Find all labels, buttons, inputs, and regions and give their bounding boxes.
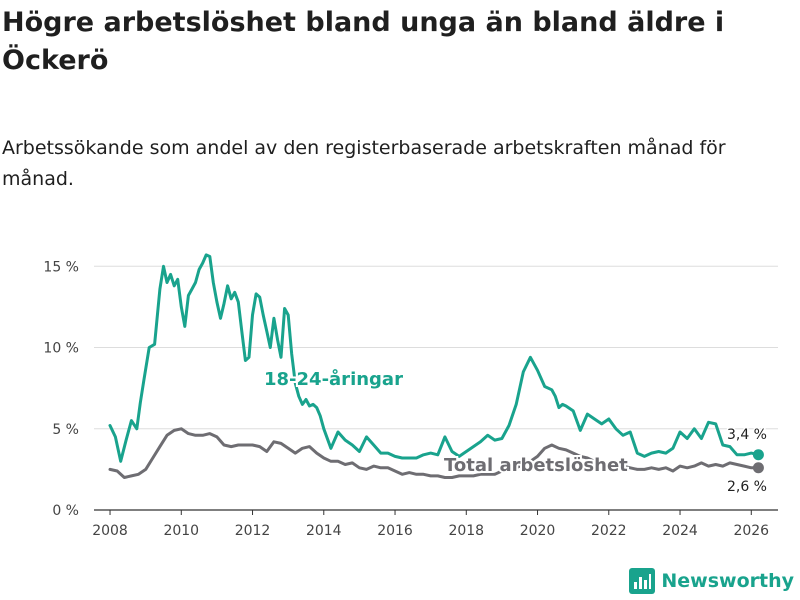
end-value-label-18-24: 3,4 %: [727, 427, 767, 443]
series-label-total: Total arbetslöshet: [444, 455, 628, 476]
x-tick-label: 2014: [306, 523, 342, 539]
series-line-18-24: [108, 253, 760, 463]
x-tick-label: 2024: [662, 523, 698, 539]
y-tick-label: 15 %: [43, 259, 79, 275]
x-tick-label: 2010: [163, 523, 199, 539]
newsworthy-logo[interactable]: Newsworthy: [629, 566, 794, 596]
x-tick-label: 2008: [92, 523, 128, 539]
x-tick-label: 2020: [520, 523, 556, 539]
end-point-total: [752, 462, 764, 474]
series-line-total: [108, 427, 760, 479]
bar-chart-logo-icon: [629, 568, 656, 594]
end-value-label-total: 2,6 %: [727, 479, 767, 495]
x-tick-label: 2018: [448, 523, 484, 539]
x-tick-label: 2012: [235, 523, 271, 539]
x-tick-label: 2016: [377, 523, 413, 539]
y-tick-label: 5 %: [52, 422, 79, 438]
chart-title: Högre arbetslöshet bland unga än bland ä…: [2, 7, 725, 76]
y-tick-label: 10 %: [43, 341, 79, 357]
series-label-18-24: 18-24-åringar: [264, 368, 403, 390]
y-tick-label: 0 %: [52, 503, 79, 519]
x-tick-label: 2026: [733, 523, 769, 539]
brand-name: Newsworthy: [661, 570, 794, 592]
line-chart: 0 % 5 % 10 % 15 % 2008 2010 2012 2014 2016 2018 20…: [43, 253, 778, 539]
x-tick-label: 2022: [591, 523, 627, 539]
chart-subtitle: Arbetssökande som andel av den registerb…: [2, 137, 726, 190]
end-point-18-24: [752, 449, 764, 461]
